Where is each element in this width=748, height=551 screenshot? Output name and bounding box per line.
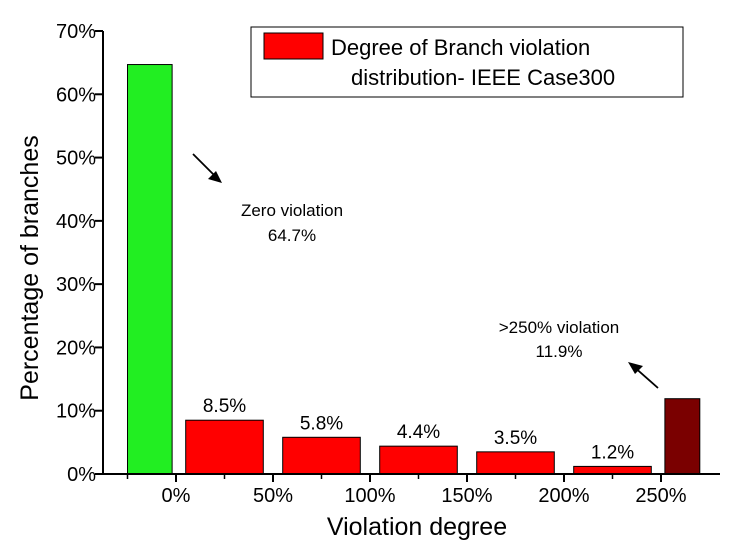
y-tick-label: 0% [67,464,96,486]
legend-label-line2: distribution- IEEE Case300 [351,65,615,90]
y-axis-title: Percentage of branches [16,135,44,400]
bars [127,64,701,475]
y-axis-ticks: 0% 10% 20% 30% 40% 50% 60% 70% [56,21,103,486]
y-tick-label: 10% [56,401,96,423]
bar-labels: 8.5% 5.8% 4.4% 3.5% 1.2% [203,396,634,463]
legend: Degree of Branch violation distribution-… [250,26,684,98]
x-tick-label: 100% [344,485,395,507]
y-tick-label: 20% [56,337,96,359]
x-axis-ticks: 0% 50% 100% 150% 200% 250% [126,474,687,507]
x-tick-label: 200% [538,485,589,507]
bar [185,419,264,475]
annotation-zero-line1: Zero violation [241,201,343,220]
bar [282,436,361,475]
bar-data-label: 8.5% [203,396,246,417]
legend-label-line1: Degree of Branch violation [331,35,590,60]
y-tick-label: 60% [56,84,96,106]
bar [127,64,173,475]
x-tick-label: 250% [635,485,686,507]
bar-data-label: 4.4% [397,422,440,443]
annotation-over250: >250% violation 11.9% [499,318,659,389]
y-tick-label: 30% [56,274,96,296]
bar-data-label: 5.8% [300,413,343,434]
x-tick-label: 0% [162,485,191,507]
bar [664,398,701,475]
x-tick-label: 50% [253,485,293,507]
y-tick-label: 50% [56,148,96,170]
y-tick-label: 40% [56,211,96,233]
bar-data-label: 3.5% [494,428,537,449]
bar [379,445,458,475]
annotation-over250-arrowhead [628,362,643,374]
x-tick-label: 150% [441,485,492,507]
legend-swatch [263,32,324,60]
annotation-over250-line1: >250% violation [499,318,620,337]
bar [476,451,555,475]
annotation-zero: Zero violation 64.7% [192,153,343,245]
bar [573,465,652,475]
x-axis-title: Violation degree [327,513,507,541]
y-tick-label: 70% [56,21,96,43]
annotation-zero-line2: 64.7% [268,226,316,245]
annotation-zero-arrowhead [208,171,222,183]
annotation-over250-line2: 11.9% [536,342,583,361]
bar-data-label: 1.2% [591,442,634,463]
